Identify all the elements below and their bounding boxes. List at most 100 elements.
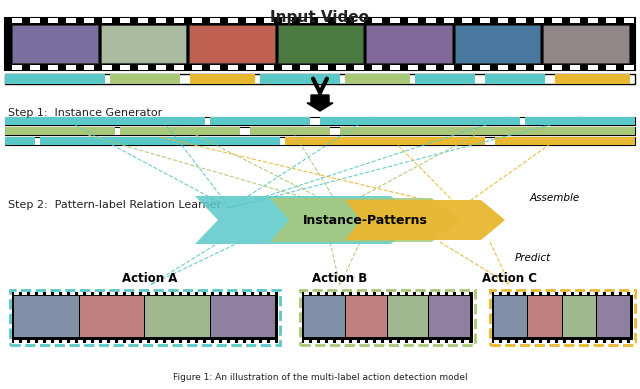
Bar bbox=[54, 340, 59, 343]
Bar bbox=[5, 137, 35, 145]
Bar bbox=[354, 18, 364, 23]
Bar bbox=[606, 340, 611, 343]
Bar bbox=[598, 292, 603, 295]
Bar bbox=[260, 74, 340, 84]
Bar bbox=[48, 65, 58, 70]
Bar bbox=[254, 340, 259, 343]
Bar bbox=[110, 74, 180, 84]
Bar bbox=[158, 340, 163, 343]
Bar bbox=[5, 18, 635, 70]
Bar bbox=[304, 340, 309, 343]
Bar bbox=[138, 65, 148, 70]
Bar bbox=[448, 340, 453, 343]
Bar bbox=[174, 340, 179, 343]
Bar bbox=[622, 292, 627, 295]
Bar bbox=[166, 340, 171, 343]
Bar bbox=[126, 292, 131, 295]
Bar bbox=[94, 292, 99, 295]
Bar bbox=[360, 340, 365, 343]
Bar bbox=[142, 292, 147, 295]
Bar bbox=[630, 340, 635, 343]
Bar bbox=[510, 340, 515, 343]
Bar bbox=[550, 340, 555, 343]
Bar bbox=[498, 65, 508, 70]
Bar bbox=[542, 340, 547, 343]
Bar bbox=[614, 340, 619, 343]
Bar bbox=[614, 292, 619, 295]
Bar bbox=[408, 292, 413, 295]
Bar bbox=[102, 340, 107, 343]
Bar bbox=[150, 340, 155, 343]
Bar bbox=[250, 127, 330, 135]
Bar bbox=[336, 65, 346, 70]
Text: Action A: Action A bbox=[122, 272, 178, 284]
Bar bbox=[480, 65, 490, 70]
Bar bbox=[444, 65, 454, 70]
Bar bbox=[372, 65, 382, 70]
Bar bbox=[462, 18, 472, 23]
Bar bbox=[555, 74, 630, 84]
Bar bbox=[429, 296, 470, 337]
Bar bbox=[426, 18, 436, 23]
Bar bbox=[558, 340, 563, 343]
Bar bbox=[424, 292, 429, 295]
Bar bbox=[408, 18, 418, 23]
Bar bbox=[70, 292, 75, 295]
Bar bbox=[246, 18, 256, 23]
Text: Input Video: Input Video bbox=[271, 10, 369, 25]
FancyArrow shape bbox=[307, 95, 333, 111]
Bar bbox=[462, 65, 472, 70]
Bar bbox=[190, 340, 195, 343]
Bar bbox=[190, 74, 255, 84]
Bar bbox=[448, 292, 453, 295]
Bar bbox=[534, 340, 539, 343]
Bar bbox=[344, 292, 349, 295]
Bar bbox=[5, 137, 635, 145]
Bar bbox=[372, 18, 382, 23]
Bar bbox=[214, 340, 219, 343]
Bar bbox=[518, 340, 523, 343]
Bar bbox=[550, 292, 555, 295]
Bar bbox=[145, 296, 209, 337]
Bar bbox=[5, 127, 635, 135]
Bar bbox=[354, 65, 364, 70]
Bar bbox=[588, 65, 598, 70]
Bar bbox=[534, 65, 544, 70]
Bar bbox=[156, 18, 166, 23]
Bar bbox=[596, 296, 630, 337]
Bar bbox=[588, 18, 598, 23]
Bar bbox=[336, 340, 341, 343]
Bar bbox=[432, 340, 437, 343]
Bar bbox=[5, 117, 635, 125]
Bar bbox=[304, 292, 309, 295]
Bar bbox=[134, 340, 139, 343]
Bar bbox=[574, 292, 579, 295]
Bar bbox=[400, 292, 405, 295]
Bar bbox=[14, 340, 19, 343]
Bar bbox=[66, 18, 76, 23]
Bar bbox=[30, 340, 35, 343]
Bar bbox=[440, 340, 445, 343]
Bar bbox=[384, 292, 389, 295]
Bar bbox=[346, 296, 387, 337]
Bar bbox=[120, 127, 240, 135]
Bar bbox=[238, 340, 243, 343]
Bar bbox=[230, 292, 235, 295]
Bar bbox=[566, 292, 571, 295]
Bar bbox=[210, 117, 310, 125]
Bar bbox=[432, 292, 437, 295]
Bar bbox=[455, 25, 540, 63]
Bar bbox=[415, 74, 475, 84]
Bar bbox=[392, 292, 397, 295]
Bar bbox=[495, 137, 635, 145]
Polygon shape bbox=[345, 200, 505, 240]
Bar bbox=[543, 25, 629, 63]
Bar bbox=[210, 18, 220, 23]
Bar bbox=[376, 292, 381, 295]
Bar bbox=[120, 65, 130, 70]
Bar bbox=[352, 292, 357, 295]
Bar bbox=[30, 18, 40, 23]
Bar bbox=[192, 65, 202, 70]
Bar bbox=[118, 292, 123, 295]
Bar bbox=[525, 117, 635, 125]
